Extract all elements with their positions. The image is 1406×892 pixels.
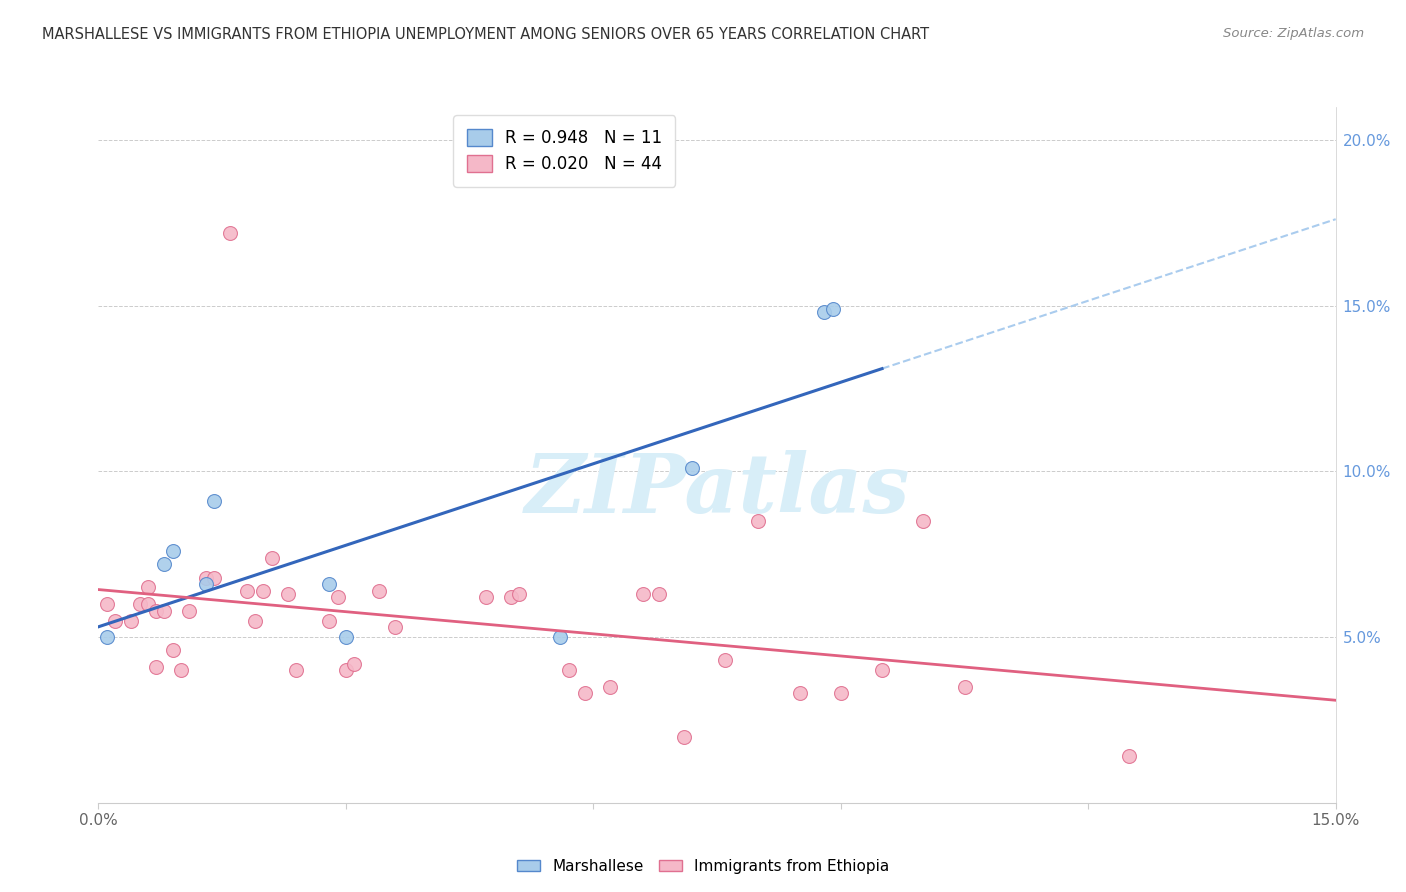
Legend: Marshallese, Immigrants from Ethiopia: Marshallese, Immigrants from Ethiopia [510, 853, 896, 880]
Point [747, 514, 769, 528]
Point [202, 570, 225, 584]
Point [574, 686, 596, 700]
Point [631, 587, 654, 601]
Point [145, 660, 167, 674]
Point [953, 680, 976, 694]
Point [128, 597, 150, 611]
Point [236, 583, 259, 598]
Point [789, 686, 811, 700]
Text: MARSHALLESE VS IMMIGRANTS FROM ETHIOPIA UNEMPLOYMENT AMONG SENIORS OVER 65 YEARS: MARSHALLESE VS IMMIGRANTS FROM ETHIOPIA … [42, 27, 929, 42]
Point [170, 663, 193, 677]
Legend: R = 0.948   N = 11, R = 0.020   N = 44: R = 0.948 N = 11, R = 0.020 N = 44 [453, 115, 675, 186]
Point [104, 614, 127, 628]
Point [384, 620, 406, 634]
Point [202, 494, 225, 508]
Point [136, 581, 159, 595]
Point [648, 587, 671, 601]
Point [681, 461, 703, 475]
Point [153, 604, 176, 618]
Point [252, 583, 274, 598]
Point [260, 550, 283, 565]
Point [367, 583, 389, 598]
Point [1118, 749, 1140, 764]
Point [499, 591, 522, 605]
Point [162, 643, 184, 657]
Text: Source: ZipAtlas.com: Source: ZipAtlas.com [1223, 27, 1364, 40]
Point [243, 614, 266, 628]
Point [219, 226, 242, 240]
Point [153, 558, 176, 572]
Point [179, 604, 201, 618]
Point [335, 663, 357, 677]
Point [318, 614, 340, 628]
Point [343, 657, 366, 671]
Point [912, 514, 935, 528]
Point [96, 630, 118, 644]
Point [136, 597, 159, 611]
Point [550, 630, 572, 644]
Point [813, 305, 835, 319]
Point [318, 577, 340, 591]
Point [194, 570, 217, 584]
Point [335, 630, 357, 644]
Point [673, 730, 696, 744]
Point [145, 604, 167, 618]
Point [870, 663, 893, 677]
Point [714, 653, 737, 667]
Point [285, 663, 308, 677]
Point [557, 663, 579, 677]
Point [96, 597, 118, 611]
Point [326, 591, 349, 605]
Point [162, 544, 184, 558]
Point [830, 686, 852, 700]
Point [194, 577, 217, 591]
Point [508, 587, 530, 601]
Text: ZIPatlas: ZIPatlas [524, 450, 910, 530]
Point [277, 587, 299, 601]
Point [475, 591, 498, 605]
Point [821, 302, 844, 317]
Point [599, 680, 621, 694]
Point [120, 614, 142, 628]
